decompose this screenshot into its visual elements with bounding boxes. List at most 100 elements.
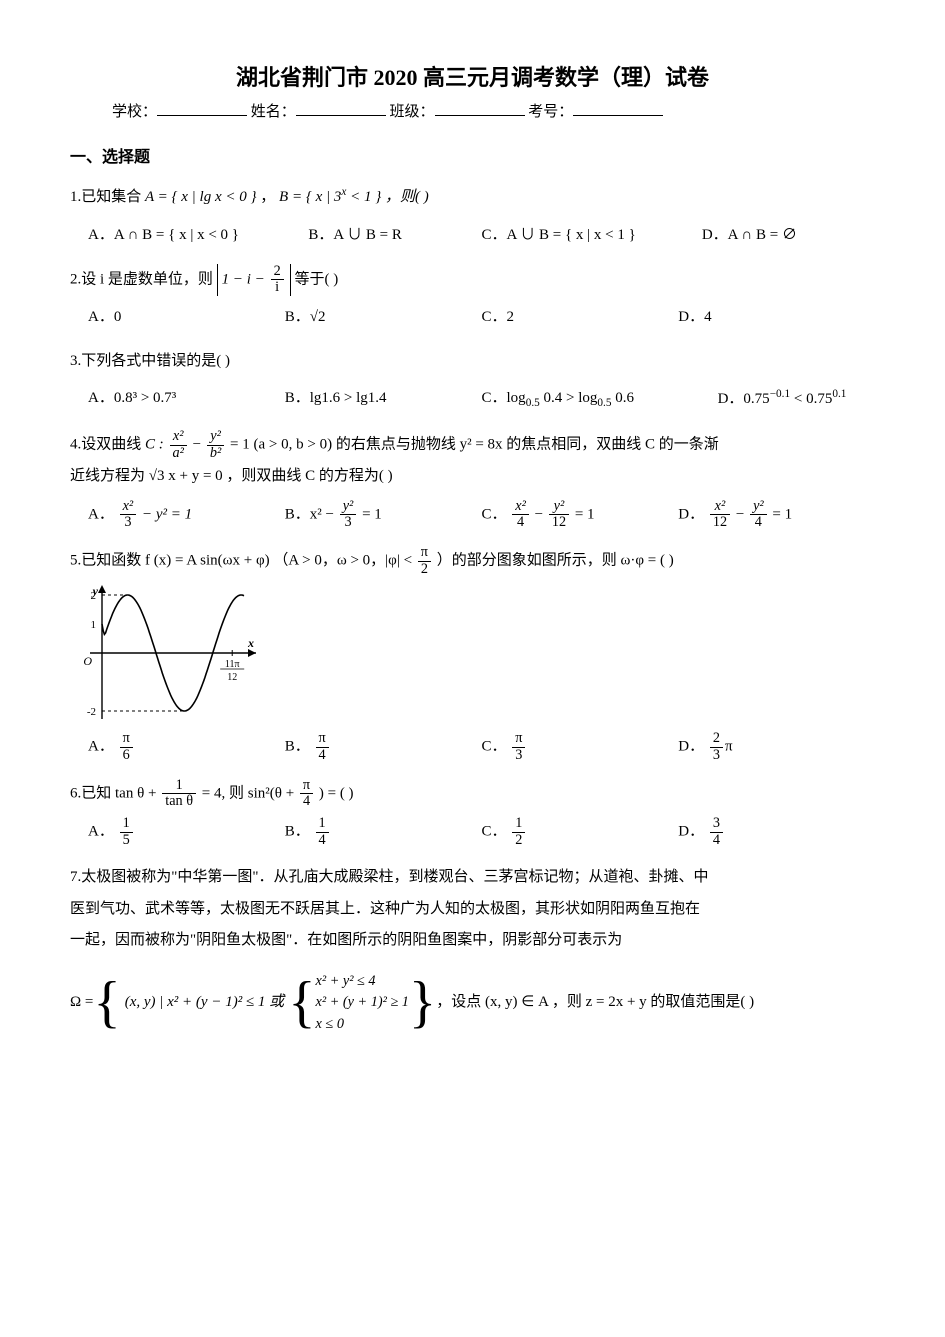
q4-opt-a: A． x²3 − y² = 1 <box>88 499 285 531</box>
q3c-pre: C．log <box>482 390 526 406</box>
q6-f2d: 4 <box>300 794 313 810</box>
name-blank <box>296 101 386 116</box>
q3c-m1: 0.4 > log <box>540 390 598 406</box>
q2-pre: 2.设 i 是虚数单位，则 <box>70 271 217 287</box>
q4-f1n: x² <box>170 429 187 446</box>
q5-options: A． π6 B． π4 C． π3 D． 23π <box>88 731 875 763</box>
q7-brace-outer: { (x, y) | x² + (y − 1)² ≤ 1 或 { x² + y²… <box>93 971 436 1035</box>
q2-opt-d: D．4 <box>678 302 875 332</box>
q5d-pre: D． <box>678 739 704 755</box>
q6c-pre: C． <box>482 824 507 840</box>
q4c-post: = 1 <box>575 506 595 522</box>
q3-opt-c: C．log0.5 0.4 > log0.5 0.6 <box>482 383 718 415</box>
q5c-pre: C． <box>482 739 507 755</box>
q3-opt-b: B．lg1.6 > lg1.4 <box>285 383 482 415</box>
q1-opt-d: D．A ∩ B = ∅ <box>702 220 875 250</box>
question-3: 3.下列各式中错误的是( ) <box>70 346 875 378</box>
q1-setA: A = { x | lg x < 0 } <box>145 189 257 205</box>
q4b-pre: B．x² − <box>285 506 338 522</box>
q7-sys-1: x² + y² ≤ 4 <box>316 971 409 992</box>
q5-post: ）的部分图象如图所示，则 ω·φ = ( ) <box>437 553 674 569</box>
q6a-pre: A． <box>88 824 114 840</box>
q4c-pre: C． <box>482 506 507 522</box>
svg-text:O: O <box>83 654 92 668</box>
q6-options: A． 15 B． 14 C． 12 D． 34 <box>88 816 875 848</box>
q1-opt-a: A．A ∩ B = { x | x < 0 } <box>88 220 308 250</box>
q4-tail1: = 1 (a > 0, b > 0) 的右焦点与抛物线 y² = 8x 的焦点相… <box>230 436 719 452</box>
q3-opt-a: A．0.8³ > 0.7³ <box>88 383 285 415</box>
q4a-mid: − y² = 1 <box>142 506 192 522</box>
q6-opt-a: A． 15 <box>88 816 285 848</box>
q4d-d2: 4 <box>750 515 767 531</box>
q2-inside-l: 1 − i − <box>222 271 269 287</box>
q1-setB: B = { x | 3 <box>279 189 341 205</box>
q6-opt-d: D． 34 <box>678 816 875 848</box>
q4d-n2: y² <box>750 499 767 516</box>
q1-opt-c: C．A ∪ B = { x | x < 1 } <box>481 220 701 250</box>
school-blank <box>157 101 247 116</box>
q6-f2n: π <box>300 778 313 795</box>
q5c-d: 3 <box>512 748 525 764</box>
q6d-n: 3 <box>710 816 723 833</box>
question-1: 1.已知集合 A = { x | lg x < 0 } ， B = { x | … <box>70 181 875 214</box>
q6c-d: 2 <box>512 833 525 849</box>
q4c-d2: 12 <box>549 515 569 531</box>
q2-post: 等于( ) <box>294 271 338 287</box>
q6-f1n: 1 <box>162 778 196 795</box>
q3d-sup1: −0.1 <box>770 388 790 400</box>
q1-mid: ， <box>260 189 275 205</box>
q5-pre: 5.已知函数 f (x) = A sin(ωx + φ) （A > 0，ω > … <box>70 553 416 569</box>
q3d-sup2: 0.1 <box>832 388 846 400</box>
q2-opt-c: C．2 <box>482 302 679 332</box>
q7-set-line: Ω = { (x, y) | x² + (y − 1)² ≤ 1 或 { x² … <box>70 971 875 1035</box>
q6-f1d: tan θ <box>162 794 196 810</box>
q6b-n: 1 <box>316 816 329 833</box>
q5d-d: 3 <box>710 748 723 764</box>
q5b-pre: B． <box>285 739 310 755</box>
q6b-d: 4 <box>316 833 329 849</box>
brace-left-icon: { <box>93 977 120 1028</box>
q6-opt-b: B． 14 <box>285 816 482 848</box>
q5-fr-n: π <box>418 545 431 562</box>
q4-f2n: y² <box>207 429 224 446</box>
q6-mid1: = 4, 则 sin²(θ + <box>202 785 298 801</box>
class-blank <box>435 101 525 116</box>
q4a-n1: x² <box>120 499 137 516</box>
q5-plot: 21-2Oyx11π12 <box>78 583 258 723</box>
q2-frac-den: i <box>271 280 284 296</box>
q4d-pre: D． <box>678 506 704 522</box>
q1-setB-tail: < 1 } ，则( ) <box>346 189 428 205</box>
q3-options: A．0.8³ > 0.7³ B．lg1.6 > lg1.4 C．log0.5 0… <box>88 383 875 415</box>
q7-l3: 一起，因而被称为"阴阳鱼太极图"．在如图所示的阴阳鱼图案中，阴影部分可表示为 <box>70 932 622 948</box>
q4d-post: = 1 <box>772 506 792 522</box>
q7-set-pre: Ω = <box>70 987 93 1019</box>
q7-cond-body: (x, y) | x² + (y − 1)² ≤ 1 或 <box>121 987 288 1019</box>
q1-options: A．A ∩ B = { x | x < 0 } B．A ∪ B = R C．A … <box>88 220 875 250</box>
svg-text:1: 1 <box>91 619 97 631</box>
q6-pre: 6.已知 tan θ + <box>70 785 160 801</box>
class-label: 班级： <box>390 104 435 120</box>
q6b-pre: B． <box>285 824 310 840</box>
q3-opt-d: D．0.75−0.1 < 0.750.1 <box>718 383 875 415</box>
q4d-d1: 12 <box>710 515 730 531</box>
q6a-n: 1 <box>120 816 133 833</box>
q4-pre: 4.设双曲线 <box>70 436 145 452</box>
q1-opt-b: B．A ∪ B = R <box>308 220 481 250</box>
q4c-n1: x² <box>512 499 529 516</box>
q3d-mid: < 0.75 <box>790 391 832 407</box>
q5a-d: 6 <box>120 748 133 764</box>
q5-opt-d: D． 23π <box>678 731 875 763</box>
q4d-m: − <box>736 506 748 522</box>
q5d-n: 2 <box>710 731 723 748</box>
q4-opt-b: B．x² − y²3 = 1 <box>285 499 482 531</box>
q5a-n: π <box>120 731 133 748</box>
svg-text:-2: -2 <box>87 706 96 718</box>
q5-fr-d: 2 <box>418 562 431 578</box>
svg-text:11π: 11π <box>225 659 240 670</box>
q6-mid2: ) = ( ) <box>319 785 354 801</box>
q4c-n2: y² <box>549 499 569 516</box>
q5c-n: π <box>512 731 525 748</box>
section-1-header: 一、选择题 <box>70 143 875 167</box>
q6a-d: 5 <box>120 833 133 849</box>
q4d-n1: x² <box>710 499 730 516</box>
